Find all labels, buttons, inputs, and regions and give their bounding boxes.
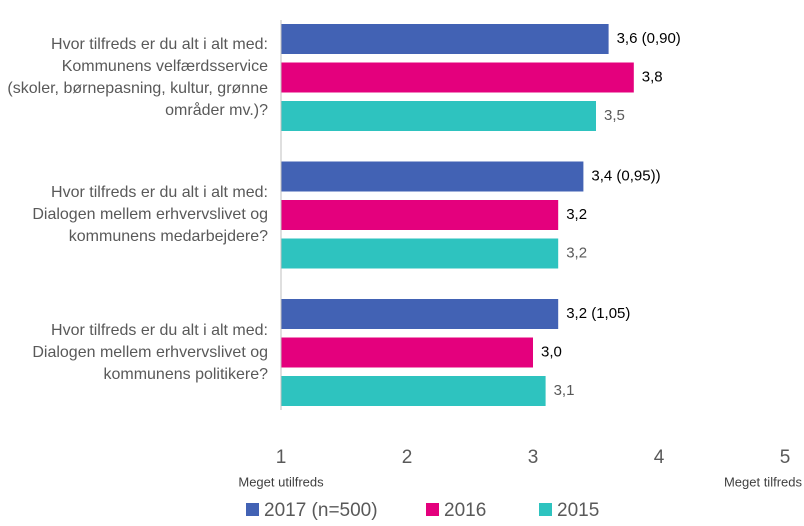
value-label: 3,0 <box>541 343 562 360</box>
legend-swatch <box>426 503 439 516</box>
legend-swatch <box>246 503 259 516</box>
legend-label: 2017 (n=500) <box>264 500 378 521</box>
bar <box>281 24 609 54</box>
value-label: 3,4 (0,95)) <box>591 167 660 184</box>
value-label: 3,5 <box>604 107 625 124</box>
value-label: 3,2 <box>566 206 587 223</box>
legend-label: 2016 <box>444 500 486 521</box>
category-label: Hvor tilfreds er du alt i alt med: Dialo… <box>32 184 268 245</box>
x-tick-label: 5 <box>780 447 791 468</box>
annotation: Meget utilfreds <box>238 474 324 489</box>
bar <box>281 337 533 368</box>
bar <box>281 376 546 406</box>
annotation: Meget tilfreds <box>724 474 803 489</box>
value-label: 3,6 (0,90) <box>617 30 681 47</box>
legend-label: 2015 <box>557 500 599 521</box>
category-label: Hvor tilfreds er du alt i alt med: Dialo… <box>32 321 268 383</box>
legend-swatch <box>539 503 552 516</box>
x-tick-label: 1 <box>276 447 287 468</box>
value-label: 3,2 (1,05) <box>566 305 630 322</box>
category-label: Hvor tilfreds er du alt i alt med: Kommu… <box>7 35 268 119</box>
bar <box>281 200 559 230</box>
bar <box>281 299 559 329</box>
bar <box>281 238 559 269</box>
x-tick-label: 4 <box>654 447 665 468</box>
value-label: 3,1 <box>554 382 575 399</box>
bar <box>281 62 634 93</box>
x-tick-label: 2 <box>402 447 413 468</box>
bar <box>281 101 596 131</box>
value-label: 3,2 <box>566 244 587 261</box>
x-tick-label: 3 <box>528 447 539 468</box>
bar <box>281 161 584 192</box>
value-label: 3,8 <box>642 68 663 85</box>
